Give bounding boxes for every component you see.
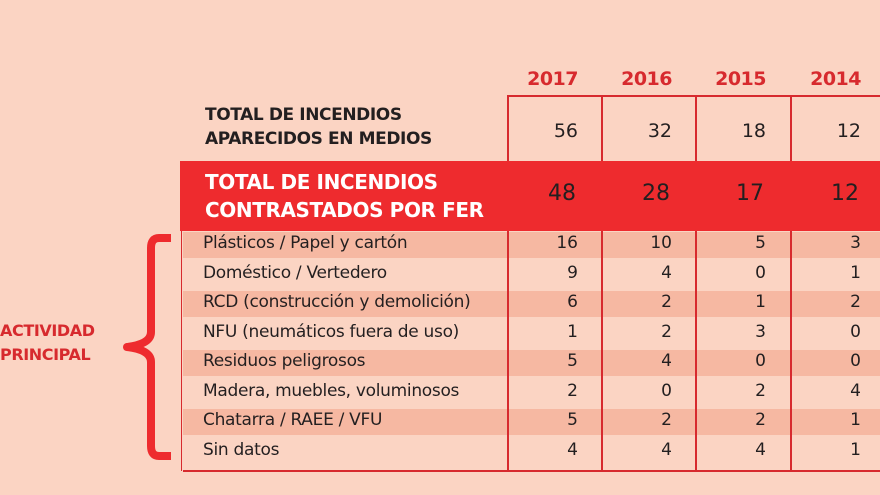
row-value-2014: 4 [850,380,861,401]
row-value-2017: 2 [567,380,578,401]
row-value-2015: 0 [755,351,766,371]
row-value-2015: 3 [755,321,766,342]
total-medios-label: TOTAL DE INCENDIOS APARECIDOS EN MEDIOS [205,103,432,151]
curly-brace-icon [123,234,171,460]
row-value-2015: 2 [755,410,766,430]
total-fer-2014: 12 [831,181,859,206]
row-label: Sin datos [203,439,280,460]
row-value-2015: 0 [755,262,766,283]
grid-line-4-bottom [790,231,792,471]
row-value-2017: 6 [567,292,578,312]
table-row: Plásticos / Papel y cartón 16 10 5 3 [183,232,880,258]
grid-line-2-top [601,95,603,161]
row-label: RCD (construcción y demolición) [203,292,471,312]
table-row: Doméstico / Vertedero 9 4 0 1 [183,262,880,288]
total-fer-label: TOTAL DE INCENDIOS CONTRASTADOS POR FER [205,168,484,224]
row-value-2015: 2 [755,380,766,401]
row-value-2017: 5 [567,351,578,371]
grid-line-1-bottom [507,231,509,471]
row-label: NFU (neumáticos fuera de uso) [203,321,460,342]
row-value-2017: 1 [567,321,578,342]
row-value-2016: 4 [661,439,672,460]
grid-bottom-border [183,470,880,472]
year-header-2015: 2015 [715,68,766,90]
grid-top-border [508,95,880,97]
total-fer-2017: 48 [548,181,576,206]
total-medios-label-line2: APARECIDOS EN MEDIOS [205,129,432,149]
grid-line-0-bottom [181,231,182,471]
grid-line-1-top [507,95,509,161]
row-value-2015: 1 [755,292,766,312]
row-value-2017: 4 [567,439,578,460]
year-header-2017: 2017 [527,68,578,90]
row-value-2017: 16 [556,233,578,253]
row-value-2014: 0 [850,321,861,342]
row-label: Doméstico / Vertedero [203,262,387,283]
row-value-2017: 9 [567,262,578,283]
row-value-2016: 0 [661,380,672,401]
year-header-2016: 2016 [621,68,672,90]
row-value-2016: 2 [661,292,672,312]
total-medios-label-line1: TOTAL DE INCENDIOS [205,105,402,125]
row-value-2014: 1 [850,410,861,430]
total-fer-band [180,161,880,231]
grid-line-4-top [790,95,792,161]
row-value-2014: 2 [850,292,861,312]
row-value-2016: 2 [661,410,672,430]
activity-group-label-line1: ACTIVIDAD [0,321,95,340]
total-fer-label-line1: TOTAL DE INCENDIOS [205,170,438,194]
row-value-2014: 3 [850,233,861,253]
table-row: Sin datos 4 4 4 1 [183,439,880,465]
grid-line-3-top [695,95,697,161]
total-medios-2015: 18 [741,120,766,142]
row-value-2014: 1 [850,439,861,460]
table-row: NFU (neumáticos fuera de uso) 1 2 3 0 [183,321,880,347]
row-value-2016: 4 [661,262,672,283]
table-row: Madera, muebles, voluminosos 2 0 2 4 [183,380,880,406]
row-value-2016: 10 [650,233,672,253]
row-value-2016: 2 [661,321,672,342]
total-medios-2017: 56 [553,120,578,142]
table-row: Chatarra / RAEE / VFU 5 2 2 1 [183,409,880,435]
grid-line-3-bottom [695,231,697,471]
row-value-2017: 5 [567,410,578,430]
total-medios-2014: 12 [836,120,861,142]
total-fer-2016: 28 [642,181,670,206]
row-value-2014: 0 [850,351,861,371]
row-value-2014: 1 [850,262,861,283]
row-value-2015: 5 [755,233,766,253]
activity-group-label-line2: PRINCIPAL [0,345,91,364]
row-label: Plásticos / Papel y cartón [203,233,408,253]
total-fer-2015: 17 [736,181,764,206]
row-label: Madera, muebles, voluminosos [203,380,460,401]
total-medios-2016: 32 [647,120,672,142]
row-value-2016: 4 [661,351,672,371]
table-row: Residuos peligrosos 5 4 0 0 [183,350,880,376]
row-value-2015: 4 [755,439,766,460]
grid-line-2-bottom [601,231,603,471]
table-row: RCD (construcción y demolición) 6 2 1 2 [183,291,880,317]
activity-group-label: ACTIVIDAD PRINCIPAL [0,319,95,367]
row-label: Chatarra / RAEE / VFU [203,410,383,430]
total-fer-label-line2: CONTRASTADOS POR FER [205,198,484,222]
year-header-2014: 2014 [810,68,861,90]
row-label: Residuos peligrosos [203,351,366,371]
